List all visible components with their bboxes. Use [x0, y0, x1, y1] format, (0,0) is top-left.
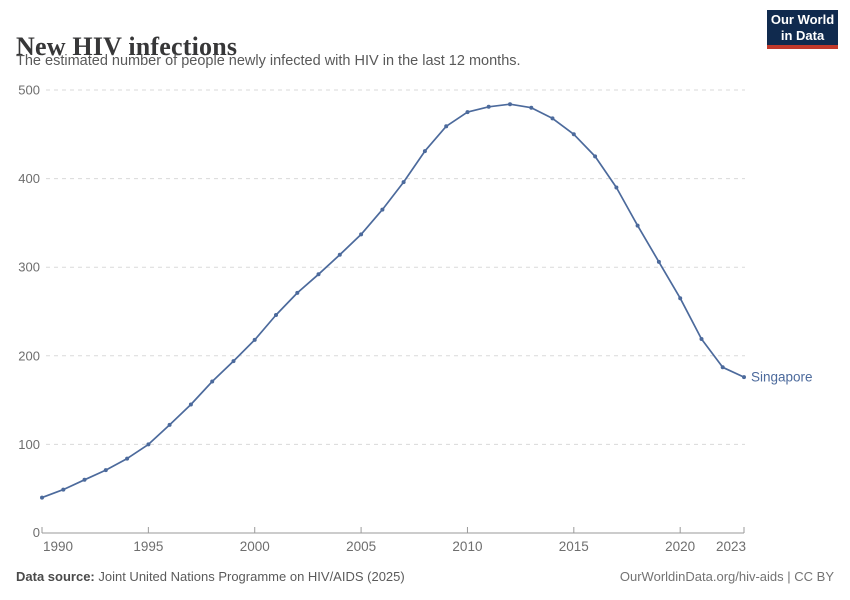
data-point[interactable]	[146, 442, 151, 447]
data-point[interactable]	[720, 365, 725, 370]
x-axis-label: 1990	[43, 539, 73, 554]
owid-logo-line1: Our World	[770, 11, 835, 27]
data-point[interactable]	[167, 422, 172, 427]
data-point[interactable]	[550, 116, 555, 121]
data-point[interactable]	[82, 477, 87, 482]
chart-footer: Data source: Joint United Nations Progra…	[16, 569, 834, 584]
data-point[interactable]	[125, 456, 130, 461]
data-point[interactable]	[103, 468, 108, 473]
x-axis-label: 2020	[665, 539, 695, 554]
line-chart: 0 100 200 300 400 500 1990 1995 2000 2005 2010 2015…	[18, 83, 813, 555]
data-point[interactable]	[231, 359, 236, 364]
data-point[interactable]	[316, 272, 321, 277]
x-axis-label: 2023	[716, 539, 746, 554]
owid-logo[interactable]: Our World in Data	[767, 10, 838, 49]
data-point[interactable]	[188, 402, 193, 407]
data-point[interactable]	[699, 337, 704, 341]
data-point[interactable]	[742, 375, 746, 380]
y-axis-label: 100	[18, 437, 40, 452]
data-point[interactable]	[614, 185, 619, 190]
data-point[interactable]	[571, 132, 576, 137]
y-axis-label: 500	[18, 83, 40, 98]
x-axis-label: 2010	[452, 539, 482, 554]
x-axis-label: 2000	[240, 539, 270, 554]
data-source-text: Joint United Nations Programme on HIV/AI…	[94, 569, 405, 584]
data-point[interactable]	[465, 110, 470, 115]
data-point[interactable]	[401, 180, 406, 185]
data-point[interactable]	[274, 313, 278, 317]
data-point[interactable]	[444, 124, 449, 129]
x-axis-label: 1995	[133, 539, 163, 554]
series-line[interactable]	[41, 103, 745, 499]
data-point[interactable]	[678, 296, 683, 301]
data-point[interactable]	[593, 154, 598, 159]
data-point[interactable]	[422, 149, 427, 154]
data-point[interactable]	[295, 290, 300, 295]
data-point[interactable]	[486, 104, 491, 109]
data-point[interactable]	[61, 487, 66, 492]
data-source-note: Data source: Joint United Nations Progra…	[16, 569, 405, 584]
data-point[interactable]	[210, 379, 215, 384]
data-point[interactable]	[529, 105, 534, 110]
chart-subtitle: The estimated number of people newly inf…	[16, 53, 521, 69]
data-point[interactable]	[40, 495, 44, 500]
x-axis-label: 2015	[559, 539, 589, 554]
series-label[interactable]: Singapore	[751, 370, 813, 385]
data-point[interactable]	[508, 102, 512, 107]
y-axis-label: 200	[18, 348, 40, 363]
page-title: New HIV infections	[16, 32, 238, 62]
data-point[interactable]	[359, 232, 364, 237]
y-axis-label: 0	[33, 525, 40, 540]
y-axis-label: 300	[18, 260, 40, 275]
x-axis-label: 2005	[346, 539, 376, 554]
data-point[interactable]	[380, 207, 385, 212]
credit-link[interactable]: OurWorldinData.org/hiv-aids | CC BY	[619, 569, 834, 584]
y-axis-label: 400	[18, 171, 40, 186]
data-point[interactable]	[252, 337, 257, 342]
data-point[interactable]	[656, 259, 661, 264]
data-point[interactable]	[635, 223, 640, 228]
data-source-label: Data source:	[16, 569, 95, 584]
owid-logo-line2: in Data	[780, 27, 825, 43]
data-point[interactable]	[337, 252, 342, 257]
